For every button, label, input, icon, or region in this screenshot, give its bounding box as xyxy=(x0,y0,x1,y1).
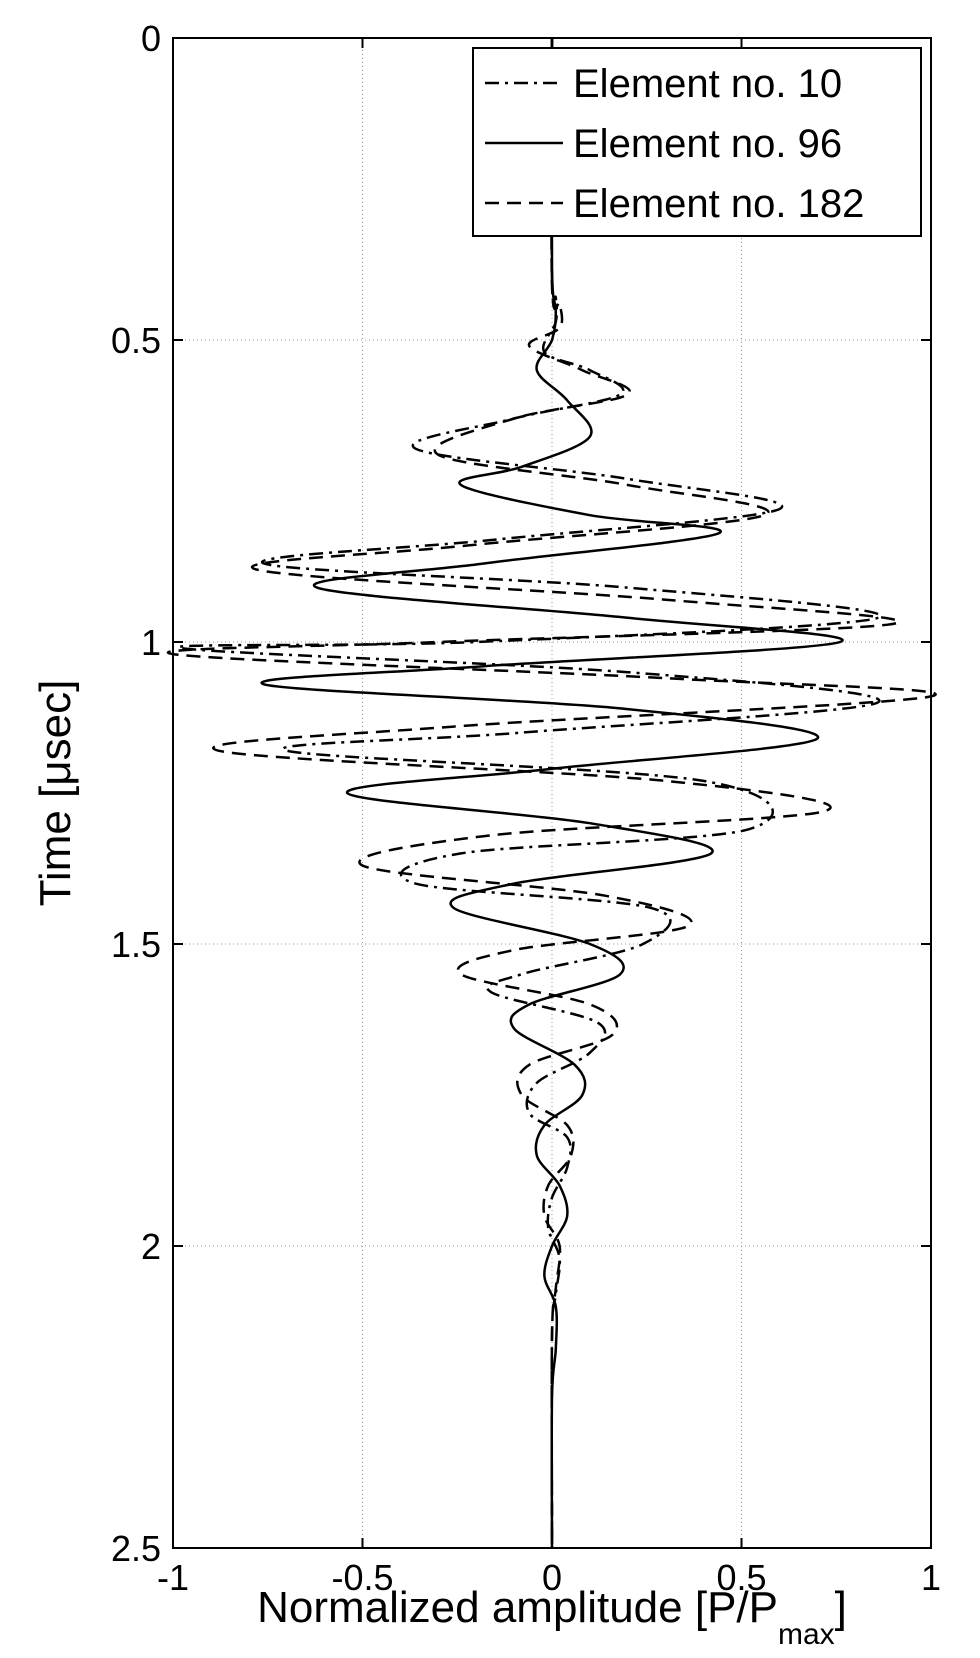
x-axis-label-main: Normalized amplitude [P/P xyxy=(257,1583,778,1632)
series-line-1 xyxy=(177,37,882,1549)
x-tick-label: 1 xyxy=(921,1557,941,1598)
y-tick-label: 1 xyxy=(141,622,161,663)
y-tick-label: 2 xyxy=(141,1226,161,1267)
y-tick-label: 0.5 xyxy=(111,320,161,361)
y-tick-label: 0 xyxy=(141,18,161,59)
legend-label-3: Element no. 182 xyxy=(573,182,864,226)
legend-label-2: Element no. 96 xyxy=(573,122,842,166)
series-layer xyxy=(166,37,937,1549)
x-tick-label: 0.5 xyxy=(716,1557,766,1598)
x-tick-label: 0 xyxy=(542,1557,562,1598)
series-line-2 xyxy=(260,37,844,1549)
series-line-3 xyxy=(166,37,937,1549)
legend: Element no. 10 Element no. 96 Element no. … xyxy=(472,47,922,237)
x-axis-label: Normalized amplitude [P/Pmax] xyxy=(257,1583,847,1651)
legend-label-1: Element no. 10 xyxy=(573,62,842,106)
x-axis-label-suffix: ] xyxy=(835,1583,847,1632)
x-axis-label-subscript: max xyxy=(778,1618,835,1651)
y-tick-label: 2.5 xyxy=(111,1528,161,1569)
ticks: -1 -0.5 0 0.5 1 0 0.5 1 1.5 2 2.5 xyxy=(111,18,941,1598)
x-tick-label: -0.5 xyxy=(331,1557,393,1598)
y-tick-label: 1.5 xyxy=(111,924,161,965)
x-tick-label: -1 xyxy=(157,1557,189,1598)
y-axis-label: Time [μsec] xyxy=(31,680,80,907)
